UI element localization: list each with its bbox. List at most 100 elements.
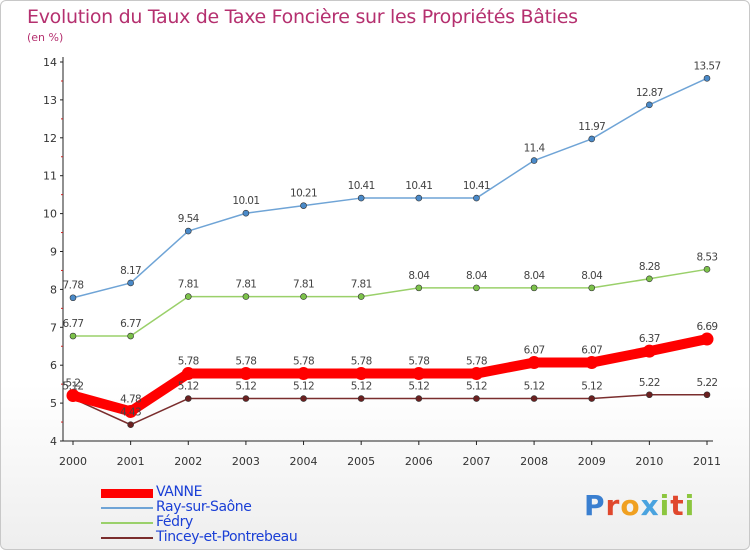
data-point-tincey-et-pontrebeau — [530, 395, 538, 402]
x-tick-label: 2000 — [59, 455, 87, 468]
data-point-tincey-et-pontrebeau — [473, 395, 480, 402]
data-label-tincey-et-pontrebeau: 5.12 — [63, 381, 84, 393]
data-point-tincey-et-pontrebeau — [646, 391, 653, 399]
data-label-f-dry: 8.04 — [581, 270, 603, 282]
data-point-tincey-et-pontrebeau — [357, 395, 365, 402]
data-label-ray-sur-sa-ne: 8.17 — [120, 265, 141, 277]
x-tick-label: 2010 — [635, 455, 663, 468]
legend-swatch — [101, 507, 153, 509]
data-point-f-dry — [357, 293, 365, 300]
x-tick-label: 2005 — [347, 455, 375, 468]
y-tick-label: 9 — [50, 246, 57, 259]
y-tick-label: 7 — [50, 321, 57, 334]
data-label-f-dry: 6.77 — [63, 318, 84, 330]
data-label-vanne: 5.78 — [235, 356, 256, 368]
x-tick-label: 2009 — [578, 455, 606, 468]
legend-label: Fédry — [156, 514, 193, 530]
x-tick-label: 2003 — [232, 455, 260, 468]
x-tick-label: 2006 — [405, 455, 433, 468]
data-point-vanne — [412, 367, 426, 381]
chart-title: Evolution du Taux de Taxe Foncière sur l… — [27, 6, 578, 28]
y-tick-label: 5 — [50, 397, 57, 410]
data-point-vanne — [700, 332, 714, 346]
data-label-vanne: 6.07 — [581, 345, 602, 357]
data-label-ray-sur-sa-ne: 11.4 — [524, 143, 546, 155]
y-tick-label: 6 — [50, 359, 57, 372]
data-label-f-dry: 7.81 — [178, 279, 199, 291]
data-point-f-dry — [300, 293, 307, 300]
x-tick-label: 2011 — [693, 455, 721, 468]
legend-swatch — [101, 488, 153, 498]
data-label-ray-sur-sa-ne: 11.97 — [578, 121, 605, 133]
data-label-tincey-et-pontrebeau: 5.12 — [466, 381, 487, 393]
data-label-vanne: 4.78 — [120, 393, 141, 405]
data-point-tincey-et-pontrebeau — [588, 395, 596, 402]
y-tick-label: 13 — [43, 94, 57, 107]
data-point-vanne — [642, 344, 656, 358]
proxiti-logo: Proxiti — [584, 489, 696, 522]
data-point-tincey-et-pontrebeau — [127, 421, 134, 429]
data-label-tincey-et-pontrebeau: 5.12 — [524, 381, 545, 393]
data-point-vanne — [585, 356, 599, 370]
data-point-f-dry — [588, 284, 596, 292]
data-label-ray-sur-sa-ne: 12.87 — [636, 87, 663, 99]
data-label-tincey-et-pontrebeau: 5.12 — [293, 381, 314, 393]
x-tick-label: 2008 — [520, 455, 548, 468]
data-point-f-dry — [184, 293, 192, 300]
series-line-vanne — [68, 334, 712, 417]
data-label-tincey-et-pontrebeau: 5.12 — [351, 381, 372, 393]
data-point-tincey-et-pontrebeau — [300, 395, 307, 402]
data-point-ray-sur-sa-ne — [703, 74, 711, 82]
axes: 4 5 6 7 8 9 10 11 12 13 14 2000 2001 2002 2003 2004 2005… — [43, 56, 721, 468]
data-point-tincey-et-pontrebeau — [184, 395, 192, 402]
data-point-vanne — [354, 367, 368, 381]
data-label-vanne: 6.07 — [524, 345, 545, 357]
data-label-tincey-et-pontrebeau: 4.43 — [120, 407, 141, 419]
y-tick-label: 4 — [50, 435, 57, 448]
data-label-tincey-et-pontrebeau: 5.12 — [408, 381, 429, 393]
data-label-ray-sur-sa-ne: 13.57 — [693, 60, 720, 72]
data-label-f-dry: 8.28 — [639, 261, 660, 273]
line-chart: 4 5 6 7 8 9 10 11 12 13 14 2000 2001 2002 2003 2004 2005… — [43, 56, 721, 468]
data-point-vanne — [124, 404, 138, 418]
data-label-f-dry: 8.04 — [524, 270, 546, 282]
data-point-ray-sur-sa-ne — [357, 194, 365, 202]
data-point-ray-sur-sa-ne — [69, 294, 77, 302]
data-label-ray-sur-sa-ne: 10.41 — [405, 180, 432, 192]
data-point-ray-sur-sa-ne — [473, 194, 480, 202]
data-point-tincey-et-pontrebeau — [242, 395, 250, 402]
data-label-f-dry: 8.04 — [466, 270, 488, 282]
data-label-vanne: 6.37 — [639, 333, 660, 345]
data-label-tincey-et-pontrebeau: 5.12 — [581, 381, 602, 393]
data-label-ray-sur-sa-ne: 10.41 — [348, 180, 375, 192]
data-label-ray-sur-sa-ne: 10.21 — [290, 188, 317, 200]
data-point-vanne — [469, 367, 483, 381]
series-line-ray-sur-sa-ne — [72, 77, 708, 299]
chart-subtitle: (en %) — [27, 31, 64, 44]
y-tick-label: 8 — [50, 283, 57, 296]
data-label-f-dry: 8.04 — [408, 270, 430, 282]
series-line-tincey-et-pontrebeau — [72, 394, 708, 426]
data-label-f-dry: 7.81 — [235, 279, 256, 291]
data-point-tincey-et-pontrebeau — [415, 395, 423, 402]
data-point-f-dry — [127, 332, 134, 340]
data-point-vanne — [527, 356, 541, 370]
data-label-ray-sur-sa-ne: 10.01 — [232, 195, 259, 207]
data-label-f-dry: 8.53 — [697, 251, 718, 263]
data-label-vanne: 6.69 — [697, 321, 718, 333]
data-point-vanne — [239, 367, 253, 381]
data-point-ray-sur-sa-ne — [415, 194, 423, 202]
data-point-vanne — [181, 367, 195, 381]
data-point-f-dry — [703, 266, 711, 273]
y-tick-label: 10 — [43, 208, 57, 221]
data-point-f-dry — [69, 332, 77, 340]
data-point-vanne — [66, 389, 80, 403]
data-point-ray-sur-sa-ne — [242, 209, 250, 217]
data-label-ray-sur-sa-ne: 7.78 — [63, 280, 84, 292]
data-label-tincey-et-pontrebeau: 5.22 — [639, 377, 660, 389]
data-point-f-dry — [473, 284, 480, 292]
data-point-ray-sur-sa-ne — [530, 157, 538, 164]
data-label-f-dry: 7.81 — [351, 279, 372, 291]
data-point-ray-sur-sa-ne — [127, 279, 134, 287]
